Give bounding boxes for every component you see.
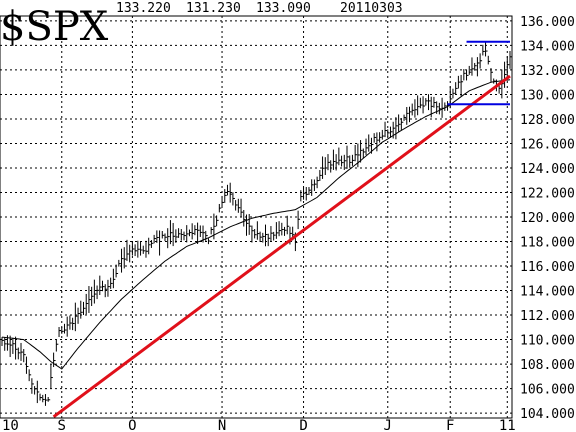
x-tick-label: F: [446, 418, 454, 432]
y-tick-label: 128.000: [520, 113, 575, 128]
plot-frame: [0, 15, 513, 419]
x-tick-label: 10: [2, 418, 19, 432]
moving-average-line: [1, 79, 511, 370]
y-tick-label: 108.000: [520, 358, 575, 373]
y-tick-label: 122.000: [520, 186, 575, 201]
close-value: 133.090: [256, 1, 311, 16]
y-tick-label: 110.000: [520, 334, 575, 349]
price-bars: [1, 41, 512, 406]
plot-area: [0, 15, 513, 419]
y-axis: 136.000 134.000 132.000 130.000 128.000 126.0…: [520, 15, 575, 422]
open-value: 133.220: [116, 1, 171, 16]
moving-average: [1, 79, 511, 370]
y-tick-label: 134.000: [520, 39, 575, 54]
y-tick-label: 130.000: [520, 88, 575, 103]
x-tick-label: J: [384, 418, 392, 432]
y-tick-label: 116.000: [520, 260, 575, 275]
y-tick-label: 124.000: [520, 162, 575, 177]
ticker-symbol: $SPX: [0, 4, 109, 50]
y-tick-label: 132.000: [520, 64, 575, 79]
x-tick-label: 11: [499, 418, 516, 432]
x-tick-label: N: [218, 418, 226, 432]
drawn-lines: [52, 40, 511, 418]
y-tick-label: 114.000: [520, 285, 575, 300]
y-tick-label: 112.000: [520, 309, 575, 324]
x-axis: 10 S O N D J F 11: [2, 418, 516, 432]
trendline-line: [52, 74, 511, 418]
date-value: 20110303: [340, 1, 403, 16]
y-tick-label: 136.000: [520, 15, 575, 30]
chart-header: $SPX 133.220 131.230 133.090 20110303: [0, 1, 403, 50]
x-tick-label: D: [299, 418, 307, 432]
x-tick-label: O: [128, 418, 136, 432]
low-value: 131.230: [186, 1, 241, 16]
y-tick-label: 106.000: [520, 383, 575, 398]
y-tick-label: 118.000: [520, 236, 575, 251]
y-tick-label: 126.000: [520, 137, 575, 152]
y-tick-label: 120.000: [520, 211, 575, 226]
x-tick-label: S: [58, 418, 66, 432]
y-tick-label: 104.000: [520, 407, 575, 422]
